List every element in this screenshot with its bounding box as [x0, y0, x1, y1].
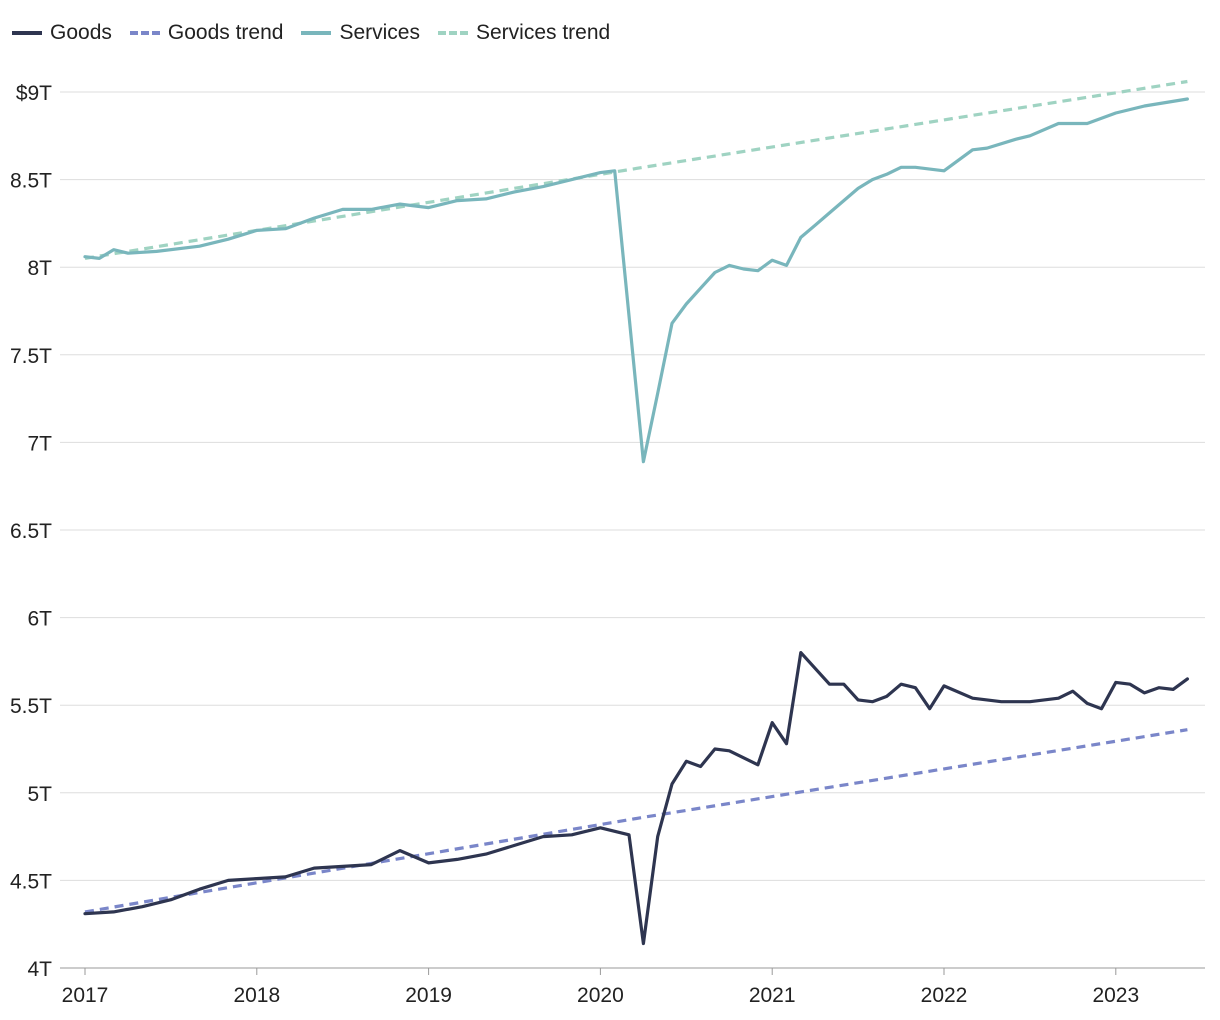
y-tick-label: 4.5T	[10, 870, 52, 893]
y-tick-label: 7.5T	[10, 345, 52, 368]
legend-item-goods-trend: Goods trend	[129, 21, 284, 45]
x-tick-label: 2021	[749, 984, 796, 1007]
gridlines	[60, 91, 1205, 969]
goods-line	[83, 650, 1190, 946]
legend-swatch	[129, 31, 160, 35]
legend-item-services-trend: Services trend	[437, 21, 611, 45]
y-tick-label: 8T	[27, 257, 52, 280]
legend-label: Goods trend	[167, 21, 284, 44]
y-tick-label: 8.5T	[10, 170, 52, 193]
x-tick-label: 2017	[62, 984, 109, 1007]
legend-item-goods: Goods	[12, 21, 112, 45]
y-tick-label: 7T	[27, 432, 52, 455]
y-tick-label: 6T	[27, 608, 52, 631]
legend-swatch	[301, 31, 332, 35]
x-axis: 2017 2018 2019 2020 2021 2022 2023	[62, 968, 1139, 1007]
y-tick-label: 5T	[27, 783, 52, 806]
y-axis: $9T 8.5T 8T 7.5T 7T 6.5T 6T 5.5T 5T 4.5T 4T	[10, 82, 52, 981]
x-tick-label: 2018	[233, 984, 280, 1007]
x-tick-label: 2023	[1092, 984, 1139, 1007]
series-lines	[83, 79, 1190, 946]
services-line	[83, 97, 1190, 464]
y-tick-label: 6.5T	[10, 520, 52, 543]
x-tick-label: 2019	[405, 984, 452, 1007]
x-tick-label: 2020	[577, 984, 624, 1007]
legend-label: Services	[339, 21, 420, 44]
y-tick-label: $9T	[16, 82, 52, 105]
legend-swatch	[12, 31, 42, 35]
legend-swatch	[437, 31, 468, 35]
legend-label: Services trend	[475, 21, 611, 44]
y-tick-label: 4T	[27, 958, 52, 981]
legend-label: Goods	[50, 21, 112, 44]
legend-item-services: Services	[301, 21, 420, 45]
goods-trend-line	[84, 728, 1188, 914]
chart-legend: Goods Goods trend Services Services trend	[12, 18, 628, 48]
y-tick-label: 5.5T	[10, 695, 52, 718]
x-tick-label: 2022	[921, 984, 968, 1007]
